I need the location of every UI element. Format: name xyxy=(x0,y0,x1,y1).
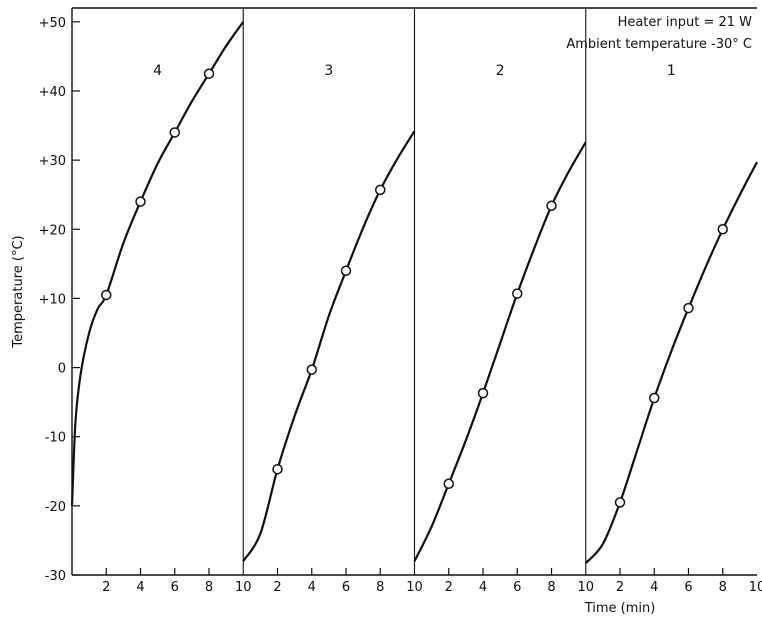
x-tick-label: 6 xyxy=(342,580,350,595)
y-tick-label: +20 xyxy=(39,223,66,238)
y-axis-ticks: -30 -20 -10 0 +10 +20 +30 +40 +50 xyxy=(39,16,80,584)
x-tick-label: 10 xyxy=(406,580,423,595)
y-axis-title: Temperature (°C) xyxy=(11,235,26,348)
data-point-marker xyxy=(272,463,283,475)
y-tick-label: +30 xyxy=(39,154,66,169)
y-tick-label: +50 xyxy=(39,16,66,31)
x-tick-label: 4 xyxy=(650,580,658,595)
series-line-panel-3 xyxy=(242,130,416,562)
x-axis-title: Time (min) xyxy=(584,601,656,616)
y-tick-label: +40 xyxy=(39,85,66,100)
data-point-marker xyxy=(717,224,728,235)
x-tick-label: 4 xyxy=(308,580,316,595)
x-tick-label: 10 xyxy=(235,580,252,595)
panel-label: 3 xyxy=(324,63,333,79)
data-point-marker xyxy=(306,364,317,375)
x-tick-label: 8 xyxy=(547,580,555,595)
data-point-marker xyxy=(683,302,694,314)
panel-label: 4 xyxy=(153,63,162,79)
data-point-marker xyxy=(512,288,523,299)
panel-dividers xyxy=(242,8,587,575)
annotation-text: Ambient temperature -30° C xyxy=(566,37,752,52)
series-line-panel-4 xyxy=(70,21,245,506)
annotation-text: Heater input = 21 W xyxy=(618,15,753,30)
data-point-marker xyxy=(203,68,215,79)
data-point-marker xyxy=(649,392,660,404)
data-point-marker xyxy=(477,387,489,399)
x-tick-label: 10 xyxy=(577,580,594,595)
data-point-marker xyxy=(375,184,386,196)
x-tick-label: 6 xyxy=(171,580,179,595)
data-markers xyxy=(101,68,728,508)
data-point-marker xyxy=(135,196,146,207)
series-line-panel-2 xyxy=(413,141,587,562)
x-tick-label: 8 xyxy=(376,580,384,595)
y-tick-label: -30 xyxy=(45,569,66,584)
x-tick-label: 6 xyxy=(684,580,692,595)
x-tick-label: 6 xyxy=(513,580,521,595)
y-tick-label: +10 xyxy=(39,292,66,307)
data-point-marker xyxy=(101,289,112,301)
x-tick-label: 4 xyxy=(479,580,487,595)
panel-label: 2 xyxy=(496,63,505,79)
x-axis-ticks: 2 4 6 8 10 2 4 6 8 10 2 4 6 8 10 2 4 6 8 10 xyxy=(102,568,762,595)
x-tick-label: 8 xyxy=(205,580,213,595)
data-point-marker xyxy=(614,497,626,508)
y-tick-label: 0 xyxy=(58,362,66,377)
x-tick-label: 2 xyxy=(616,580,624,595)
chart-labels: 4 3 2 1 Temperature (°C) Time (min) Heater inp… xyxy=(11,15,752,616)
x-tick-label: 2 xyxy=(445,580,453,595)
x-tick-label: 2 xyxy=(273,580,281,595)
data-point-marker xyxy=(546,200,557,212)
x-tick-label: 10 xyxy=(749,580,762,595)
series-line-panel-1 xyxy=(584,161,758,564)
series-curves xyxy=(70,21,758,564)
y-tick-label: -10 xyxy=(45,431,66,446)
x-tick-label: 4 xyxy=(136,580,144,595)
panel-label: 1 xyxy=(667,63,676,79)
data-point-marker xyxy=(340,265,352,277)
y-tick-label: -20 xyxy=(45,500,66,515)
data-point-marker xyxy=(169,127,180,138)
data-point-marker xyxy=(443,478,454,489)
x-tick-label: 8 xyxy=(719,580,727,595)
x-tick-label: 2 xyxy=(102,580,110,595)
